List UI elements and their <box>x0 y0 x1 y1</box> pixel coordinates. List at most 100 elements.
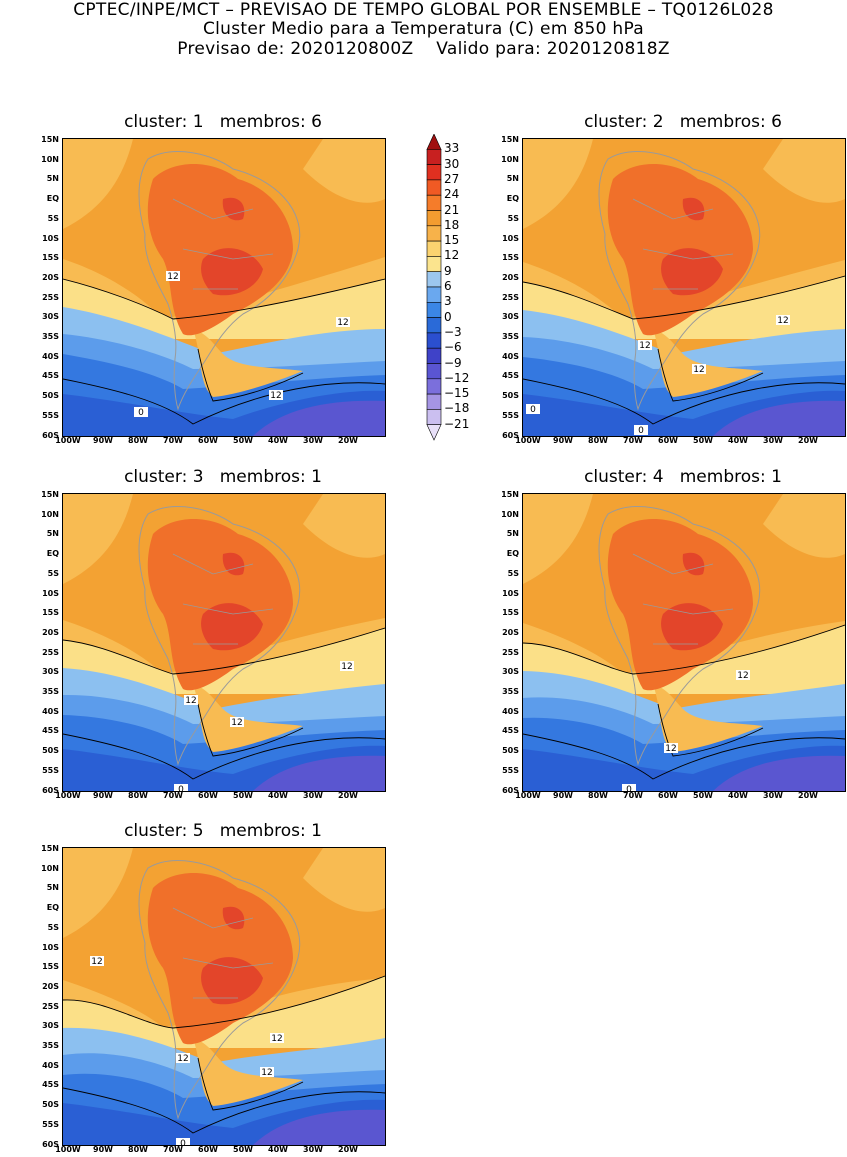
lat-tick-label: 10N <box>501 509 519 519</box>
panel-title: cluster: 5 membros: 1 <box>124 821 322 841</box>
colorbar-label: 9 <box>444 263 452 278</box>
svg-text:12: 12 <box>91 957 102 967</box>
lat-tick-label: 15N <box>501 135 519 144</box>
lon-tick-label: 30W <box>763 791 783 800</box>
contour-label: 12 <box>776 315 790 326</box>
lon-tick-label: 100W <box>515 436 541 445</box>
lon-tick-label: 20W <box>798 436 818 445</box>
svg-text:12: 12 <box>693 365 704 375</box>
lat-tick-label: 35S <box>42 1041 59 1050</box>
lat-tick-label: 45S <box>502 371 519 381</box>
svg-text:12: 12 <box>639 341 650 351</box>
contour-label: 0 <box>526 404 540 415</box>
lat-tick-label: 5S <box>47 568 59 578</box>
lat-tick-label: EQ <box>46 549 59 559</box>
lat-tick-label: 40S <box>502 706 519 716</box>
lat-tick-label: 20S <box>502 272 519 282</box>
colorbar-swatch <box>426 225 442 242</box>
colorbar-swatch <box>426 332 442 349</box>
colorbar-swatch <box>426 134 442 150</box>
lon-tick-label: 60W <box>198 1145 218 1154</box>
lon-tick-label: 50W <box>693 791 713 800</box>
lat-tick-label: 20S <box>42 981 59 991</box>
lon-tick-label: 60W <box>198 791 218 800</box>
lat-tick-label: 5N <box>506 529 519 539</box>
lat-tick-label: 35S <box>502 332 519 341</box>
lat-tick-label: 55S <box>42 1119 59 1129</box>
contour-label: 12 <box>166 271 180 282</box>
colorbar-swatch <box>426 286 442 303</box>
lat-tick-label: 10S <box>42 942 59 952</box>
lat-tick-label: 25S <box>502 292 519 302</box>
svg-text:12: 12 <box>737 671 748 681</box>
lon-tick-label: 90W <box>553 436 573 445</box>
svg-text:0: 0 <box>138 408 144 418</box>
colorbar-swatch <box>426 256 442 273</box>
svg-text:0: 0 <box>180 1139 186 1145</box>
colorbar-swatches <box>426 134 442 441</box>
lon-tick-label: 80W <box>128 436 148 445</box>
lat-tick-label: 10N <box>501 154 519 164</box>
lat-tick-label: 15S <box>502 608 519 618</box>
lon-tick-label: 30W <box>303 791 323 800</box>
colorbar-label: 3 <box>444 294 452 309</box>
lon-tick-label: 80W <box>128 1145 148 1154</box>
lat-tick-label: 15N <box>501 490 519 499</box>
lat-tick-label: 50S <box>42 1100 59 1110</box>
contour-label: 0 <box>134 407 148 418</box>
lat-tick-label: 50S <box>42 746 59 756</box>
lat-tick-label: 55S <box>42 410 59 420</box>
colorbar-swatch <box>426 149 442 165</box>
lon-tick-label: 80W <box>588 791 608 800</box>
lat-tick-label: 25S <box>42 292 59 302</box>
lat-tick-label: 60S <box>42 785 59 795</box>
lat-tick-label: 10N <box>41 154 59 164</box>
lon-tick-label: 80W <box>128 791 148 800</box>
lon-tick-label: 100W <box>55 791 81 800</box>
lat-tick-label: 5N <box>46 174 59 184</box>
lon-tick-label: 50W <box>233 1145 253 1154</box>
lon-tick-label: 40W <box>268 1145 288 1154</box>
svg-text:0: 0 <box>638 426 644 436</box>
colorbar-label: 6 <box>444 279 452 293</box>
lat-tick-label: 5S <box>47 213 59 223</box>
svg-text:12: 12 <box>185 696 196 706</box>
lat-tick-label: 45S <box>42 371 59 381</box>
lon-tick-label: 50W <box>233 791 253 800</box>
colorbar-swatch <box>426 393 442 410</box>
header-line-2: Cluster Medio para a Temperatura (C) em … <box>202 19 645 39</box>
contour-label: 12 <box>90 956 104 967</box>
contour-label: 12 <box>340 661 354 672</box>
lon-tick-label: 100W <box>55 1145 81 1154</box>
lon-tick-label: 50W <box>233 436 253 445</box>
lat-tick-label: 5S <box>507 213 519 223</box>
lat-tick-label: 25S <box>502 647 519 657</box>
lat-tick-label: 10S <box>42 588 59 598</box>
colorbar-swatch <box>426 363 442 380</box>
lat-tick-label: 10N <box>41 863 59 873</box>
colorbar-swatch <box>426 240 442 257</box>
lon-tick-label: 90W <box>93 791 113 800</box>
lon-tick-label: 70W <box>163 1145 183 1154</box>
contour-label: 0 <box>174 784 188 791</box>
lat-tick-label: 40S <box>42 1060 59 1070</box>
contour-label: 12 <box>638 340 652 351</box>
lon-tick-label: 100W <box>515 791 541 800</box>
map-panel: 12 12 12 12 0 <box>62 847 386 1146</box>
lat-tick-label: 60S <box>42 1139 59 1149</box>
lat-tick-label: 40S <box>42 351 59 361</box>
colorbar-label: −21 <box>444 416 470 431</box>
temperature-map: 12 12 12 0 0 <box>523 139 845 436</box>
colorbar-swatch <box>426 194 442 211</box>
temperature-map: 12 12 12 0 <box>63 139 385 436</box>
colorbar-swatch <box>426 210 442 227</box>
lat-tick-label: 55S <box>502 765 519 775</box>
lon-tick-label: 50W <box>693 436 713 445</box>
colorbar-swatch <box>426 271 442 288</box>
lat-tick-label: 45S <box>42 1080 59 1090</box>
lat-tick-label: 50S <box>502 746 519 756</box>
svg-text:12: 12 <box>261 1068 272 1078</box>
lon-tick-label: 20W <box>338 436 358 445</box>
lon-tick-label: 70W <box>163 791 183 800</box>
lat-tick-label: 15S <box>42 253 59 263</box>
